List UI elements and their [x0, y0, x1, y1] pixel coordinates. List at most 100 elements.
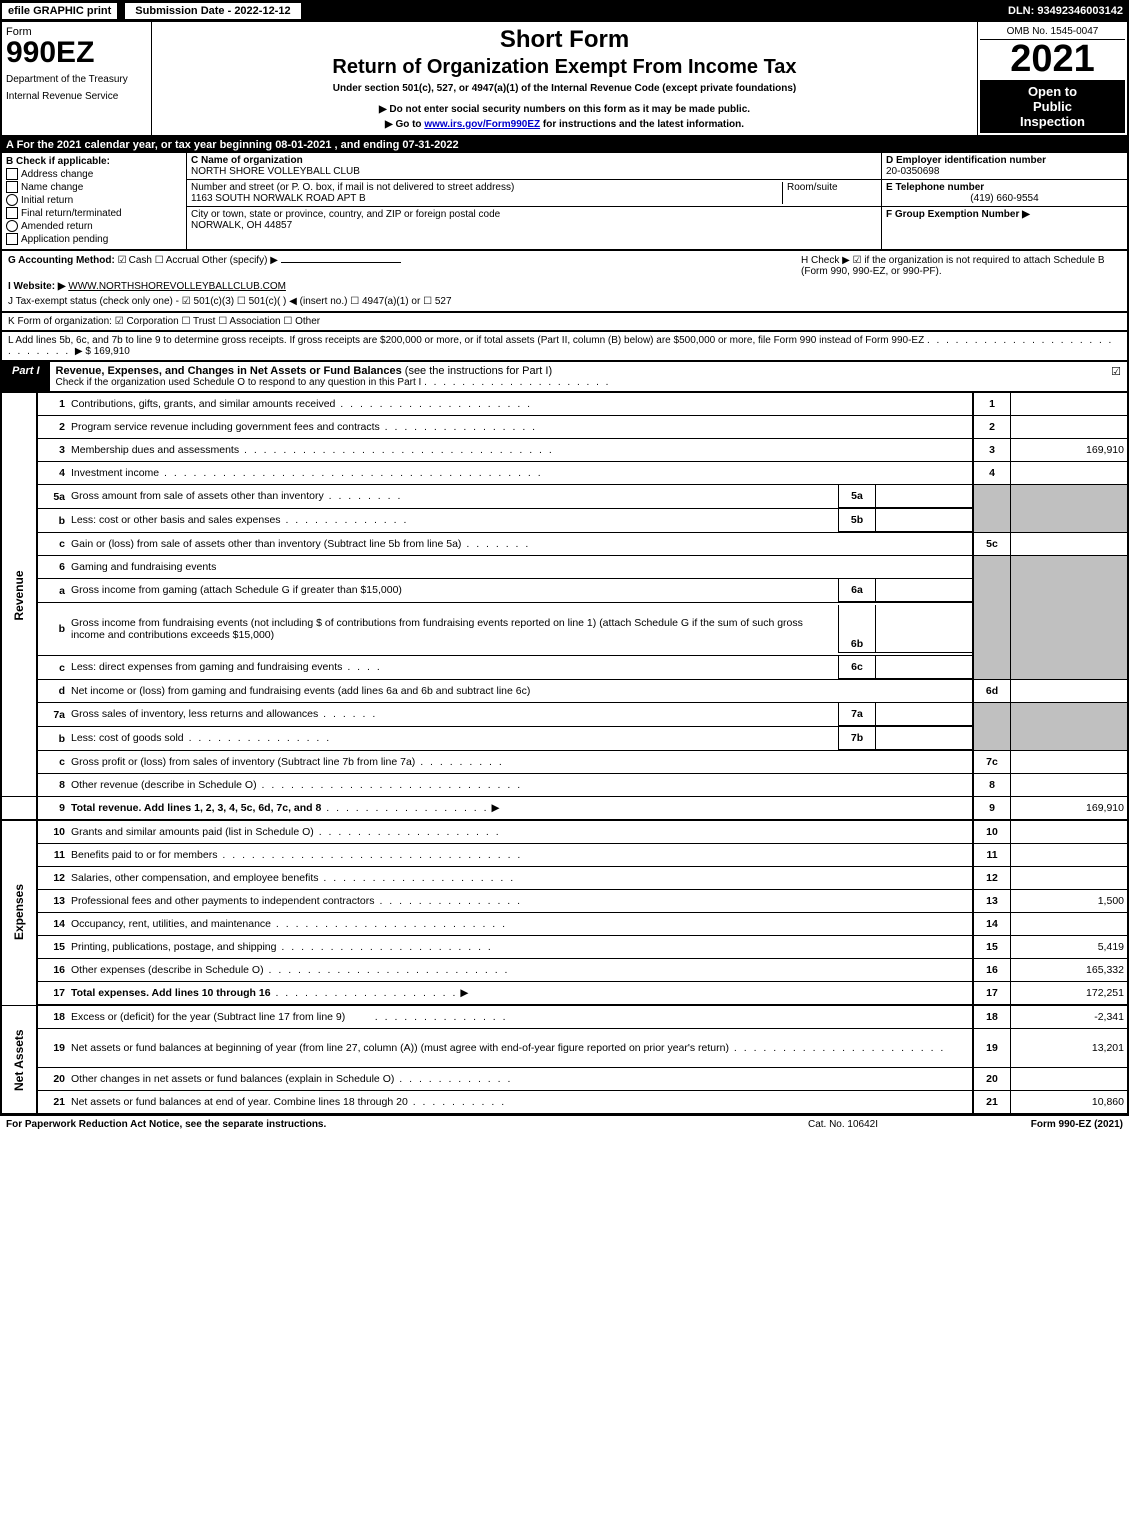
value-2 — [1011, 416, 1129, 439]
shaded-6v — [1011, 556, 1129, 680]
submission-date: Submission Date - 2022-12-12 — [123, 1, 302, 21]
chk-name-change[interactable] — [6, 181, 18, 193]
lineno-1: 1 — [37, 393, 68, 416]
lineno-13: 13 — [37, 890, 68, 913]
part-i-subtitle: Check if the organization used Schedule … — [56, 377, 1100, 388]
line-10-desc: Grants and similar amounts paid (list in… — [71, 826, 314, 838]
chk-address-change[interactable] — [6, 168, 18, 180]
line-6c-desc: Less: direct expenses from gaming and fu… — [71, 661, 342, 673]
value-6d — [1011, 680, 1129, 703]
value-21: 10,860 — [1011, 1091, 1129, 1115]
tax-year: 2021 — [980, 40, 1125, 78]
irs-link[interactable]: www.irs.gov/Form990EZ — [424, 119, 540, 130]
chk-amended-return[interactable] — [6, 220, 18, 232]
line-7a-desc: Gross sales of inventory, less returns a… — [71, 708, 318, 720]
shaded-6 — [973, 556, 1011, 680]
subno-5b: 5b — [839, 509, 876, 532]
chk-cash[interactable]: Cash — [118, 255, 152, 266]
lineno-7c: c — [37, 751, 68, 774]
chk-initial-return[interactable] — [6, 194, 18, 206]
mainno-19: 19 — [973, 1029, 1011, 1068]
mainno-15: 15 — [973, 936, 1011, 959]
lineno-7b: b — [37, 727, 68, 751]
footer-paperwork: For Paperwork Reduction Act Notice, see … — [6, 1119, 743, 1130]
mainno-18: 18 — [973, 1005, 1011, 1029]
opt-initial-return: Initial return — [21, 195, 73, 206]
shaded-5 — [973, 485, 1011, 533]
g-label: G Accounting Method: — [8, 255, 115, 266]
mainno-12: 12 — [973, 867, 1011, 890]
lineno-8: 8 — [37, 774, 68, 797]
lineno-6d: d — [37, 680, 68, 703]
page-footer: For Paperwork Reduction Act Notice, see … — [0, 1115, 1129, 1133]
l-value: ▶ $ 169,910 — [75, 346, 130, 357]
chk-application-pending[interactable] — [6, 233, 18, 245]
org-street: 1163 SOUTH NORWALK ROAD APT B — [191, 193, 782, 204]
mainno-14: 14 — [973, 913, 1011, 936]
lineno-11: 11 — [37, 844, 68, 867]
section-l: L Add lines 5b, 6c, and 7b to line 9 to … — [0, 332, 1129, 362]
line-6-desc: Gaming and fundraising events — [68, 556, 973, 579]
value-12 — [1011, 867, 1129, 890]
website-value[interactable]: WWW.NORTHSHOREVOLLEYBALLCLUB.COM — [68, 281, 286, 292]
open-to-public: Open to Public Inspection — [980, 80, 1125, 133]
shaded-5v — [1011, 485, 1129, 533]
line-6a-desc: Gross income from gaming (attach Schedul… — [68, 579, 839, 602]
mainno-5c: 5c — [973, 533, 1011, 556]
dept-irs: Internal Revenue Service — [6, 91, 147, 102]
subline-no-ssn: ▶ Do not enter social security numbers o… — [160, 104, 969, 115]
lineno-6c: c — [37, 656, 68, 680]
netassets-vertical-label: Net Assets — [1, 1005, 37, 1114]
part-i-checkbox[interactable]: ☑ — [1105, 362, 1127, 391]
mainno-2: 2 — [973, 416, 1011, 439]
part-i-sub-text: Check if the organization used Schedule … — [56, 377, 422, 388]
subno-6a: 6a — [839, 579, 876, 602]
header-left: Form 990EZ Department of the Treasury In… — [2, 22, 152, 135]
subval-5a — [876, 485, 973, 508]
value-16: 165,332 — [1011, 959, 1129, 982]
mainno-17: 17 — [973, 982, 1011, 1006]
subno-7b: 7b — [839, 727, 876, 750]
value-15: 5,419 — [1011, 936, 1129, 959]
opt-final-return: Final return/terminated — [21, 208, 122, 219]
l-text: L Add lines 5b, 6c, and 7b to line 9 to … — [8, 335, 924, 346]
lineno-9: 9 — [37, 797, 68, 821]
open-line1: Open to — [984, 84, 1121, 99]
mainno-21: 21 — [973, 1091, 1011, 1115]
section-b: B Check if applicable: Address change Na… — [2, 153, 187, 249]
chk-accrual[interactable]: Accrual — [155, 255, 199, 266]
lineno-19: 19 — [37, 1029, 68, 1068]
subval-6c — [876, 656, 973, 679]
line-9-desc: Total revenue. Add lines 1, 2, 3, 4, 5c,… — [71, 802, 321, 814]
value-1 — [1011, 393, 1129, 416]
section-j: J Tax-exempt status (check only one) - ☑… — [8, 296, 1121, 307]
mainno-3: 3 — [973, 439, 1011, 462]
line-20-desc: Other changes in net assets or fund bala… — [71, 1073, 394, 1085]
room-suite-label: Room/suite — [782, 182, 877, 204]
open-line2: Public — [984, 99, 1121, 114]
efile-print-label[interactable]: efile GRAPHIC print — [0, 1, 119, 21]
top-bar: efile GRAPHIC print Submission Date - 20… — [0, 0, 1129, 22]
line-12-desc: Salaries, other compensation, and employ… — [71, 872, 318, 884]
line-17-desc: Total expenses. Add lines 10 through 16 — [71, 987, 271, 999]
subno-7a: 7a — [839, 703, 876, 726]
part-i-title-text: Revenue, Expenses, and Changes in Net As… — [56, 365, 402, 377]
line-4-desc: Investment income — [71, 467, 159, 479]
mainno-7c: 7c — [973, 751, 1011, 774]
value-19: 13,201 — [1011, 1029, 1129, 1068]
footer-formno: Form 990-EZ (2021) — [943, 1119, 1123, 1130]
form-number: 990EZ — [6, 38, 147, 68]
line-6b-desc: Gross income from fundraising events (no… — [68, 605, 839, 653]
lineno-20: 20 — [37, 1068, 68, 1091]
lineno-18: 18 — [37, 1005, 68, 1029]
sections-bcdef: B Check if applicable: Address change Na… — [0, 153, 1129, 251]
chk-final-return[interactable] — [6, 207, 18, 219]
g-other-input[interactable] — [281, 262, 401, 263]
lineno-5a: 5a — [37, 485, 68, 509]
c-name-label: C Name of organization — [191, 155, 877, 166]
c-city-label: City or town, state or province, country… — [191, 209, 877, 220]
subval-7b — [876, 727, 973, 750]
header-center: Short Form Return of Organization Exempt… — [152, 22, 977, 135]
org-name: NORTH SHORE VOLLEYBALL CLUB — [191, 166, 877, 177]
header-right: OMB No. 1545-0047 2021 Open to Public In… — [977, 22, 1127, 135]
